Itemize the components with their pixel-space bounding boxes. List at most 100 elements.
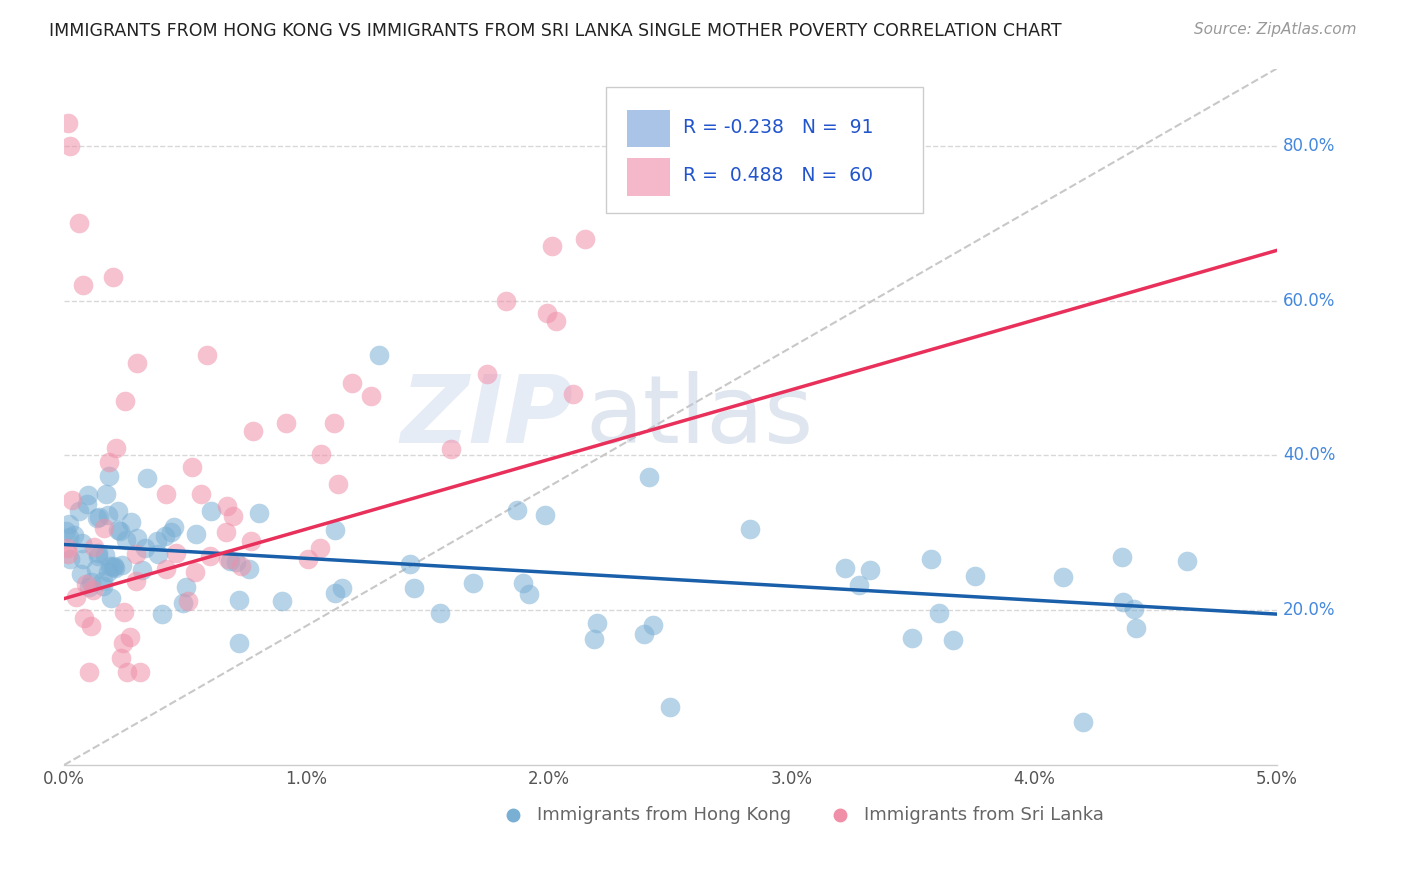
Point [117, 665, 139, 680]
Point [105, 441, 128, 455]
Point [643, 618, 665, 632]
Point [323, 523, 346, 537]
Point [110, 651, 132, 665]
Text: 80.0%: 80.0% [1282, 136, 1336, 155]
Point [198, 549, 221, 563]
Point [219, 554, 242, 568]
Point [174, 580, 197, 594]
Point [86, 511, 108, 525]
Point [217, 500, 239, 514]
Point [127, 531, 149, 545]
FancyBboxPatch shape [606, 87, 922, 213]
Point [240, 534, 263, 549]
Point [360, 389, 382, 403]
Point [125, 547, 148, 561]
Point [247, 506, 270, 520]
Point [512, 575, 534, 590]
Point [80, 619, 103, 633]
Point [77, 580, 100, 594]
Text: Immigrants from Hong Kong: Immigrants from Hong Kong [537, 806, 792, 824]
Point [176, 594, 198, 608]
Point [104, 560, 127, 574]
Point [172, 596, 194, 610]
Point [228, 592, 250, 607]
Point [65, 590, 87, 604]
Point [1111, 550, 1133, 565]
Point [93, 521, 115, 535]
Point [153, 529, 176, 543]
Point [73, 611, 96, 625]
Text: R =  0.488   N =  60: R = 0.488 N = 60 [682, 166, 873, 186]
Point [404, 581, 426, 595]
Point [180, 460, 202, 475]
Point [574, 232, 596, 246]
Point [562, 386, 585, 401]
Point [184, 565, 207, 579]
Point [222, 508, 245, 523]
Point [87, 546, 110, 560]
Point [150, 607, 173, 622]
Point [200, 504, 222, 518]
Point [101, 560, 124, 574]
Point [440, 442, 463, 456]
Point [72, 278, 94, 293]
Point [77, 665, 100, 680]
Point [145, 533, 167, 548]
Point [368, 348, 391, 362]
Point [72, 551, 94, 566]
Point [505, 503, 527, 517]
Point [461, 575, 484, 590]
Text: Immigrants from Sri Lanka: Immigrants from Sri Lanka [865, 806, 1104, 824]
Point [942, 633, 965, 648]
Point [120, 631, 142, 645]
Point [101, 270, 124, 285]
Point [309, 447, 332, 461]
Point [228, 636, 250, 650]
FancyBboxPatch shape [627, 110, 671, 147]
Point [155, 487, 177, 501]
Point [60, 493, 83, 508]
Point [134, 541, 156, 555]
Point [94, 486, 117, 500]
Point [125, 574, 148, 589]
Point [100, 591, 122, 605]
Point [190, 487, 212, 501]
Point [97, 508, 120, 522]
Point [495, 294, 517, 309]
Point [399, 558, 422, 572]
Point [1123, 602, 1146, 616]
Point [55, 541, 77, 556]
Point [1071, 715, 1094, 730]
Text: IMMIGRANTS FROM HONG KONG VS IMMIGRANTS FROM SRI LANKA SINGLE MOTHER POVERTY COR: IMMIGRANTS FROM HONG KONG VS IMMIGRANTS … [49, 22, 1062, 40]
Point [67, 504, 90, 518]
Point [1125, 621, 1147, 635]
Text: 40.0%: 40.0% [1282, 447, 1336, 465]
Point [323, 585, 346, 599]
Point [848, 578, 870, 592]
Point [633, 627, 655, 641]
Point [586, 616, 609, 631]
Point [110, 524, 132, 538]
Point [477, 367, 499, 381]
Point [1052, 570, 1074, 584]
Point [834, 561, 856, 575]
Point [87, 509, 110, 524]
Point [91, 574, 114, 589]
Text: atlas: atlas [585, 371, 814, 463]
Point [67, 216, 90, 230]
Point [131, 563, 153, 577]
Point [59, 551, 82, 566]
Point [115, 533, 138, 547]
Point [80, 575, 103, 590]
Point [58, 516, 80, 531]
Point [83, 541, 105, 555]
Point [536, 306, 558, 320]
Point [114, 394, 136, 409]
Point [93, 549, 115, 563]
Point [229, 559, 252, 574]
Point [98, 559, 121, 574]
Point [186, 527, 208, 541]
Point [58, 547, 80, 561]
Point [146, 547, 169, 561]
Point [659, 700, 682, 714]
